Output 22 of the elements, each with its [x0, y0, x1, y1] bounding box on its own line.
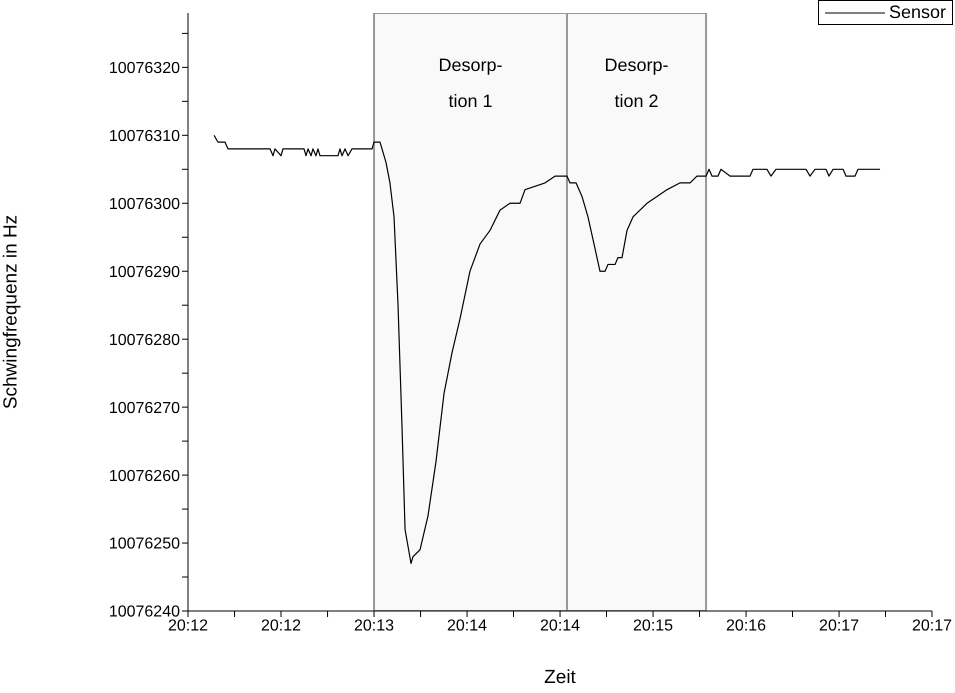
line-series: [213, 134, 881, 564]
y-tick-label: 10076320: [108, 60, 180, 78]
x-tick-label: 20:17: [912, 617, 952, 634]
y-tick-label: 10076280: [108, 332, 180, 349]
x-tick-label: 20:16: [726, 617, 766, 634]
y-axis-title: Schwingfrequenz in Hz: [0, 214, 22, 410]
y-tick-label: 10076250: [108, 536, 180, 553]
x-tick-label: 20:12: [260, 617, 302, 634]
y-tick-label: 10076290: [108, 264, 180, 281]
x-tick-label: 20:15: [633, 617, 674, 634]
y-tick-label: 10076270: [108, 400, 180, 417]
x-tick-label: 20:14: [447, 617, 488, 634]
y-tick-label: 10076300: [108, 196, 180, 213]
band-label: Desorp- tion 2: [604, 55, 669, 111]
y-tick-label: 10076310: [108, 128, 180, 145]
y-tick-label: 10076260: [108, 468, 180, 485]
x-tick-label: 20:17: [819, 617, 860, 634]
legend-label: Sensor: [888, 2, 946, 23]
x-axis-title: Zeit: [544, 667, 577, 688]
x-tick-label: 20:14: [540, 617, 580, 634]
x-tick-label: 20:13: [354, 617, 394, 634]
band-label: Desorp- tion 1: [438, 55, 503, 111]
